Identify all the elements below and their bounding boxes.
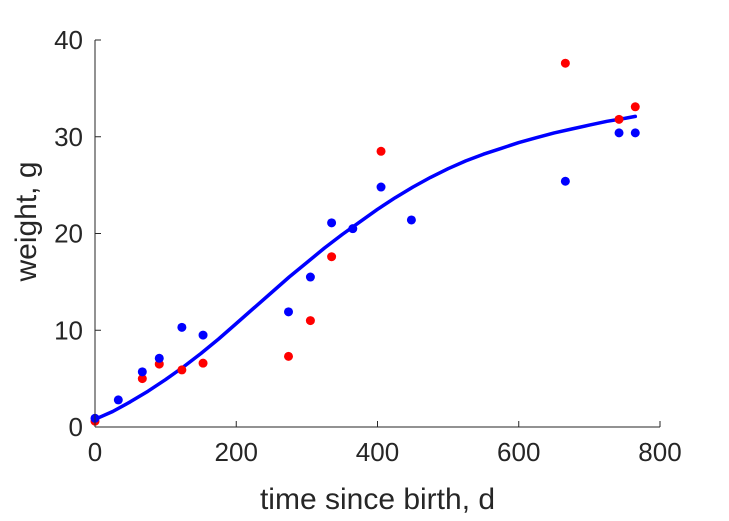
x-tick-label: 600 — [497, 437, 540, 467]
data-point — [137, 374, 147, 384]
data-point — [348, 224, 358, 234]
data-point — [614, 128, 624, 138]
axes: 0 200 400 600 800 0 10 20 30 40 — [54, 25, 682, 467]
data-point — [560, 176, 570, 186]
data-point — [284, 307, 294, 317]
data-point — [630, 128, 640, 138]
data-point — [284, 351, 294, 361]
data-point — [376, 146, 386, 156]
data-point — [177, 365, 187, 375]
data-point — [198, 330, 208, 340]
data-point — [406, 215, 416, 225]
points-layer — [90, 58, 640, 426]
x-tick-label: 0 — [88, 437, 102, 467]
data-point — [198, 358, 208, 368]
data-point — [137, 367, 147, 377]
data-point — [614, 114, 624, 124]
fit-curve — [93, 114, 638, 422]
data-point — [327, 218, 337, 228]
y-axis-label: weight, g — [10, 161, 43, 282]
data-point — [305, 316, 315, 326]
data-point — [113, 395, 123, 405]
x-tick-label: 200 — [215, 437, 258, 467]
x-tick-label: 400 — [356, 437, 399, 467]
plot-area — [90, 58, 640, 426]
x-axis-label: time since birth, d — [260, 483, 495, 516]
x-tick-label: 800 — [638, 437, 681, 467]
y-tick-label: 0 — [69, 412, 83, 442]
y-axis-ticks: 0 10 20 30 40 — [54, 25, 101, 442]
y-tick-label: 30 — [54, 122, 83, 152]
data-point — [305, 272, 315, 282]
y-tick-label: 20 — [54, 219, 83, 249]
y-tick-label: 10 — [54, 315, 83, 345]
x-axis-ticks: 0 200 400 600 800 — [88, 421, 682, 467]
data-point — [560, 58, 570, 68]
y-tick-label: 40 — [54, 25, 83, 55]
fit-curve-layer — [93, 114, 638, 422]
data-point — [327, 252, 337, 262]
data-point — [154, 353, 164, 363]
data-point — [630, 102, 640, 112]
data-point — [376, 182, 386, 192]
data-point — [177, 322, 187, 332]
